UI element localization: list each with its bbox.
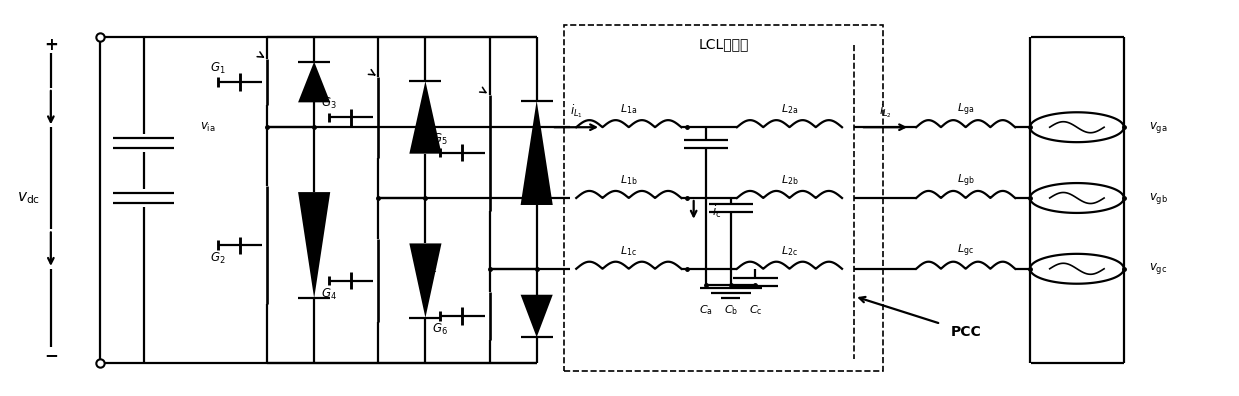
Text: $v_{\rm ia}$: $v_{\rm ia}$ xyxy=(199,121,216,134)
Text: −: − xyxy=(43,346,58,364)
Polygon shape xyxy=(299,192,331,298)
Text: $L_{\rm ga}$: $L_{\rm ga}$ xyxy=(957,101,974,118)
Text: $G_6$: $G_6$ xyxy=(432,322,449,337)
Text: $C_{\rm c}$: $C_{\rm c}$ xyxy=(748,303,762,317)
Text: $C_{\rm a}$: $C_{\rm a}$ xyxy=(699,303,712,317)
Text: $L_{\rm gc}$: $L_{\rm gc}$ xyxy=(958,243,974,259)
Polygon shape xyxy=(409,244,441,318)
Text: $G_1$: $G_1$ xyxy=(209,61,225,76)
Text: $L_{\rm gb}$: $L_{\rm gb}$ xyxy=(957,172,974,188)
Text: +: + xyxy=(43,36,58,53)
Text: $L_{2{\rm c}}$: $L_{2{\rm c}}$ xyxy=(781,244,798,258)
Text: $v_{\rm dc}$: $v_{\rm dc}$ xyxy=(17,190,40,206)
Text: $v_{\rm ic}$: $v_{\rm ic}$ xyxy=(422,262,437,275)
Text: $G_3$: $G_3$ xyxy=(321,96,337,111)
Text: $L_{1{\rm a}}$: $L_{1{\rm a}}$ xyxy=(621,103,637,116)
Text: $L_{2{\rm a}}$: $L_{2{\rm a}}$ xyxy=(781,103,798,116)
Text: $i_{L_2}$: $i_{L_2}$ xyxy=(878,103,892,120)
Polygon shape xyxy=(520,101,553,205)
Polygon shape xyxy=(299,62,331,102)
Text: $v_{\rm gb}$: $v_{\rm gb}$ xyxy=(1149,190,1167,206)
Text: $L_{2{\rm b}}$: $L_{2{\rm b}}$ xyxy=(781,173,798,187)
Text: $L_{1{\rm c}}$: $L_{1{\rm c}}$ xyxy=(621,244,637,258)
Text: $v_{\rm ga}$: $v_{\rm ga}$ xyxy=(1149,120,1167,135)
Text: $G_4$: $G_4$ xyxy=(321,287,337,302)
Text: $i_{L_1}$: $i_{L_1}$ xyxy=(570,103,582,120)
Text: $C_{\rm b}$: $C_{\rm b}$ xyxy=(724,303,738,317)
Polygon shape xyxy=(520,295,553,337)
Text: $i_{\rm c}$: $i_{\rm c}$ xyxy=(712,204,721,220)
Polygon shape xyxy=(409,81,441,154)
Text: $v_{\rm gc}$: $v_{\rm gc}$ xyxy=(1149,261,1167,276)
Text: $L_{1{\rm b}}$: $L_{1{\rm b}}$ xyxy=(620,173,638,187)
Text: LCL滤波器: LCL滤波器 xyxy=(698,38,748,51)
Text: PCC: PCC xyxy=(950,325,981,339)
Text: $G_2$: $G_2$ xyxy=(209,251,225,267)
Text: $G_5$: $G_5$ xyxy=(432,131,449,147)
Text: $v_{\rm ib}$: $v_{\rm ib}$ xyxy=(311,191,327,205)
